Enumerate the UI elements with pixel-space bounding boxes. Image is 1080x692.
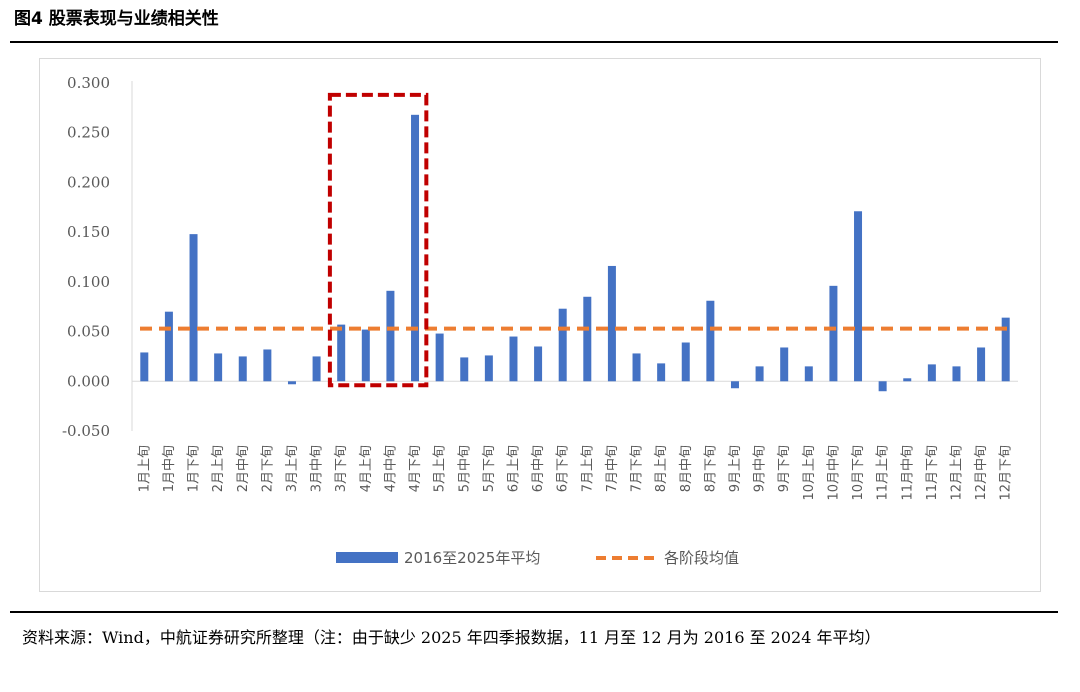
bar — [558, 308, 567, 382]
x-category-label: 2月上旬 — [211, 445, 226, 492]
bar — [755, 366, 764, 382]
x-category-label: 7月中旬 — [605, 445, 620, 492]
x-category-label: 6月下旬 — [556, 445, 571, 492]
bar — [509, 336, 518, 382]
x-category-label: 9月中旬 — [753, 445, 768, 492]
x-category-label: 8月中旬 — [679, 445, 694, 492]
x-category-label: 1月上旬 — [137, 445, 152, 492]
bar — [312, 356, 321, 382]
bar — [386, 290, 395, 382]
x-category-label: 6月中旬 — [531, 445, 546, 492]
bar — [263, 349, 272, 382]
bar — [534, 346, 543, 382]
x-category-label: 3月上旬 — [285, 445, 300, 492]
bar — [681, 342, 690, 382]
bar — [952, 366, 961, 382]
bar — [1001, 317, 1010, 382]
x-category-label: 8月下旬 — [703, 445, 718, 492]
x-category-label: 11月中旬 — [900, 445, 915, 501]
bar — [730, 381, 739, 389]
x-category-label: 12月中旬 — [974, 445, 989, 501]
x-category-label: 11月下旬 — [925, 445, 940, 501]
bar — [411, 114, 420, 382]
bar — [780, 347, 789, 382]
x-category-label: 9月下旬 — [777, 445, 792, 492]
chart-area: 0.300 0.250 0.200 0.150 0.100 0.050 0.000 -0.05… — [39, 58, 1041, 592]
bar-chart: 0.300 0.250 0.200 0.150 0.100 0.050 0.000 -0.05… — [62, 74, 1018, 567]
x-category-label: 5月中旬 — [457, 445, 472, 492]
x-category-label: 3月中旬 — [310, 445, 325, 492]
highlight-box — [327, 92, 429, 388]
top-rule — [10, 41, 1058, 43]
bar — [337, 324, 346, 382]
x-category-label: 5月上旬 — [433, 445, 448, 492]
y-tick-label: -0.050 — [62, 422, 110, 440]
x-category-label: 3月下旬 — [334, 445, 349, 492]
bar — [189, 234, 198, 382]
x-category-label: 12月上旬 — [949, 445, 964, 501]
bar — [829, 285, 838, 382]
y-tick-label: 0.250 — [67, 124, 110, 142]
x-category-label: 4月上旬 — [359, 445, 374, 492]
bar — [435, 333, 444, 382]
bar — [977, 347, 986, 382]
bar — [607, 265, 616, 382]
y-tick-label: 0.050 — [67, 323, 110, 341]
x-category-label: 5月下旬 — [482, 445, 497, 492]
bar — [706, 300, 715, 382]
bar — [632, 353, 641, 382]
legend-label-average: 各阶段均值 — [664, 549, 739, 567]
bar — [903, 378, 912, 382]
y-tick-label: 0.100 — [67, 273, 110, 291]
y-tick-label: 0.150 — [67, 223, 110, 241]
bar — [287, 381, 296, 385]
bar — [361, 329, 370, 382]
bar — [460, 357, 469, 382]
x-category-label: 2月下旬 — [260, 445, 275, 492]
x-category-label: 10月上旬 — [802, 445, 817, 501]
x-category-label: 11月上旬 — [876, 445, 891, 501]
x-category-label: 10月中旬 — [826, 445, 841, 501]
bar — [164, 311, 173, 382]
y-tick-label: 0.200 — [67, 173, 110, 191]
x-category-label: 10月下旬 — [851, 445, 866, 501]
legend-swatch-bars — [336, 552, 398, 563]
bar — [927, 364, 936, 382]
bar — [140, 352, 149, 382]
x-category-label: 7月上旬 — [580, 445, 595, 492]
bottom-rule — [10, 611, 1058, 613]
x-category-label: 8月上旬 — [654, 445, 669, 492]
x-category-label: 7月下旬 — [630, 445, 645, 492]
source-note: 资料来源：Wind，中航证券研究所整理（注：由于缺少 2025 年四季报数据，1… — [22, 628, 881, 647]
x-category-label: 6月上旬 — [506, 445, 521, 492]
bar — [878, 381, 887, 392]
y-tick-label: 0.300 — [67, 74, 110, 92]
x-category-label: 9月上旬 — [728, 445, 743, 492]
y-tick-label: 0.000 — [67, 372, 110, 390]
bar — [238, 356, 247, 382]
x-category-label: 2月中旬 — [236, 445, 251, 492]
x-category-label: 1月下旬 — [187, 445, 202, 492]
x-category-label: 12月下旬 — [999, 445, 1014, 501]
bar — [583, 296, 592, 382]
bar — [854, 211, 863, 382]
legend-label-bars: 2016至2025年平均 — [404, 549, 540, 567]
figure-title: 图4 股票表现与业绩相关性 — [14, 9, 219, 29]
x-category-label: 4月下旬 — [408, 445, 423, 492]
x-category-label: 1月中旬 — [162, 445, 177, 492]
bar — [657, 363, 666, 382]
bar — [214, 353, 223, 382]
bar — [484, 355, 493, 382]
x-category-label: 4月中旬 — [383, 445, 398, 492]
bar — [804, 366, 813, 382]
